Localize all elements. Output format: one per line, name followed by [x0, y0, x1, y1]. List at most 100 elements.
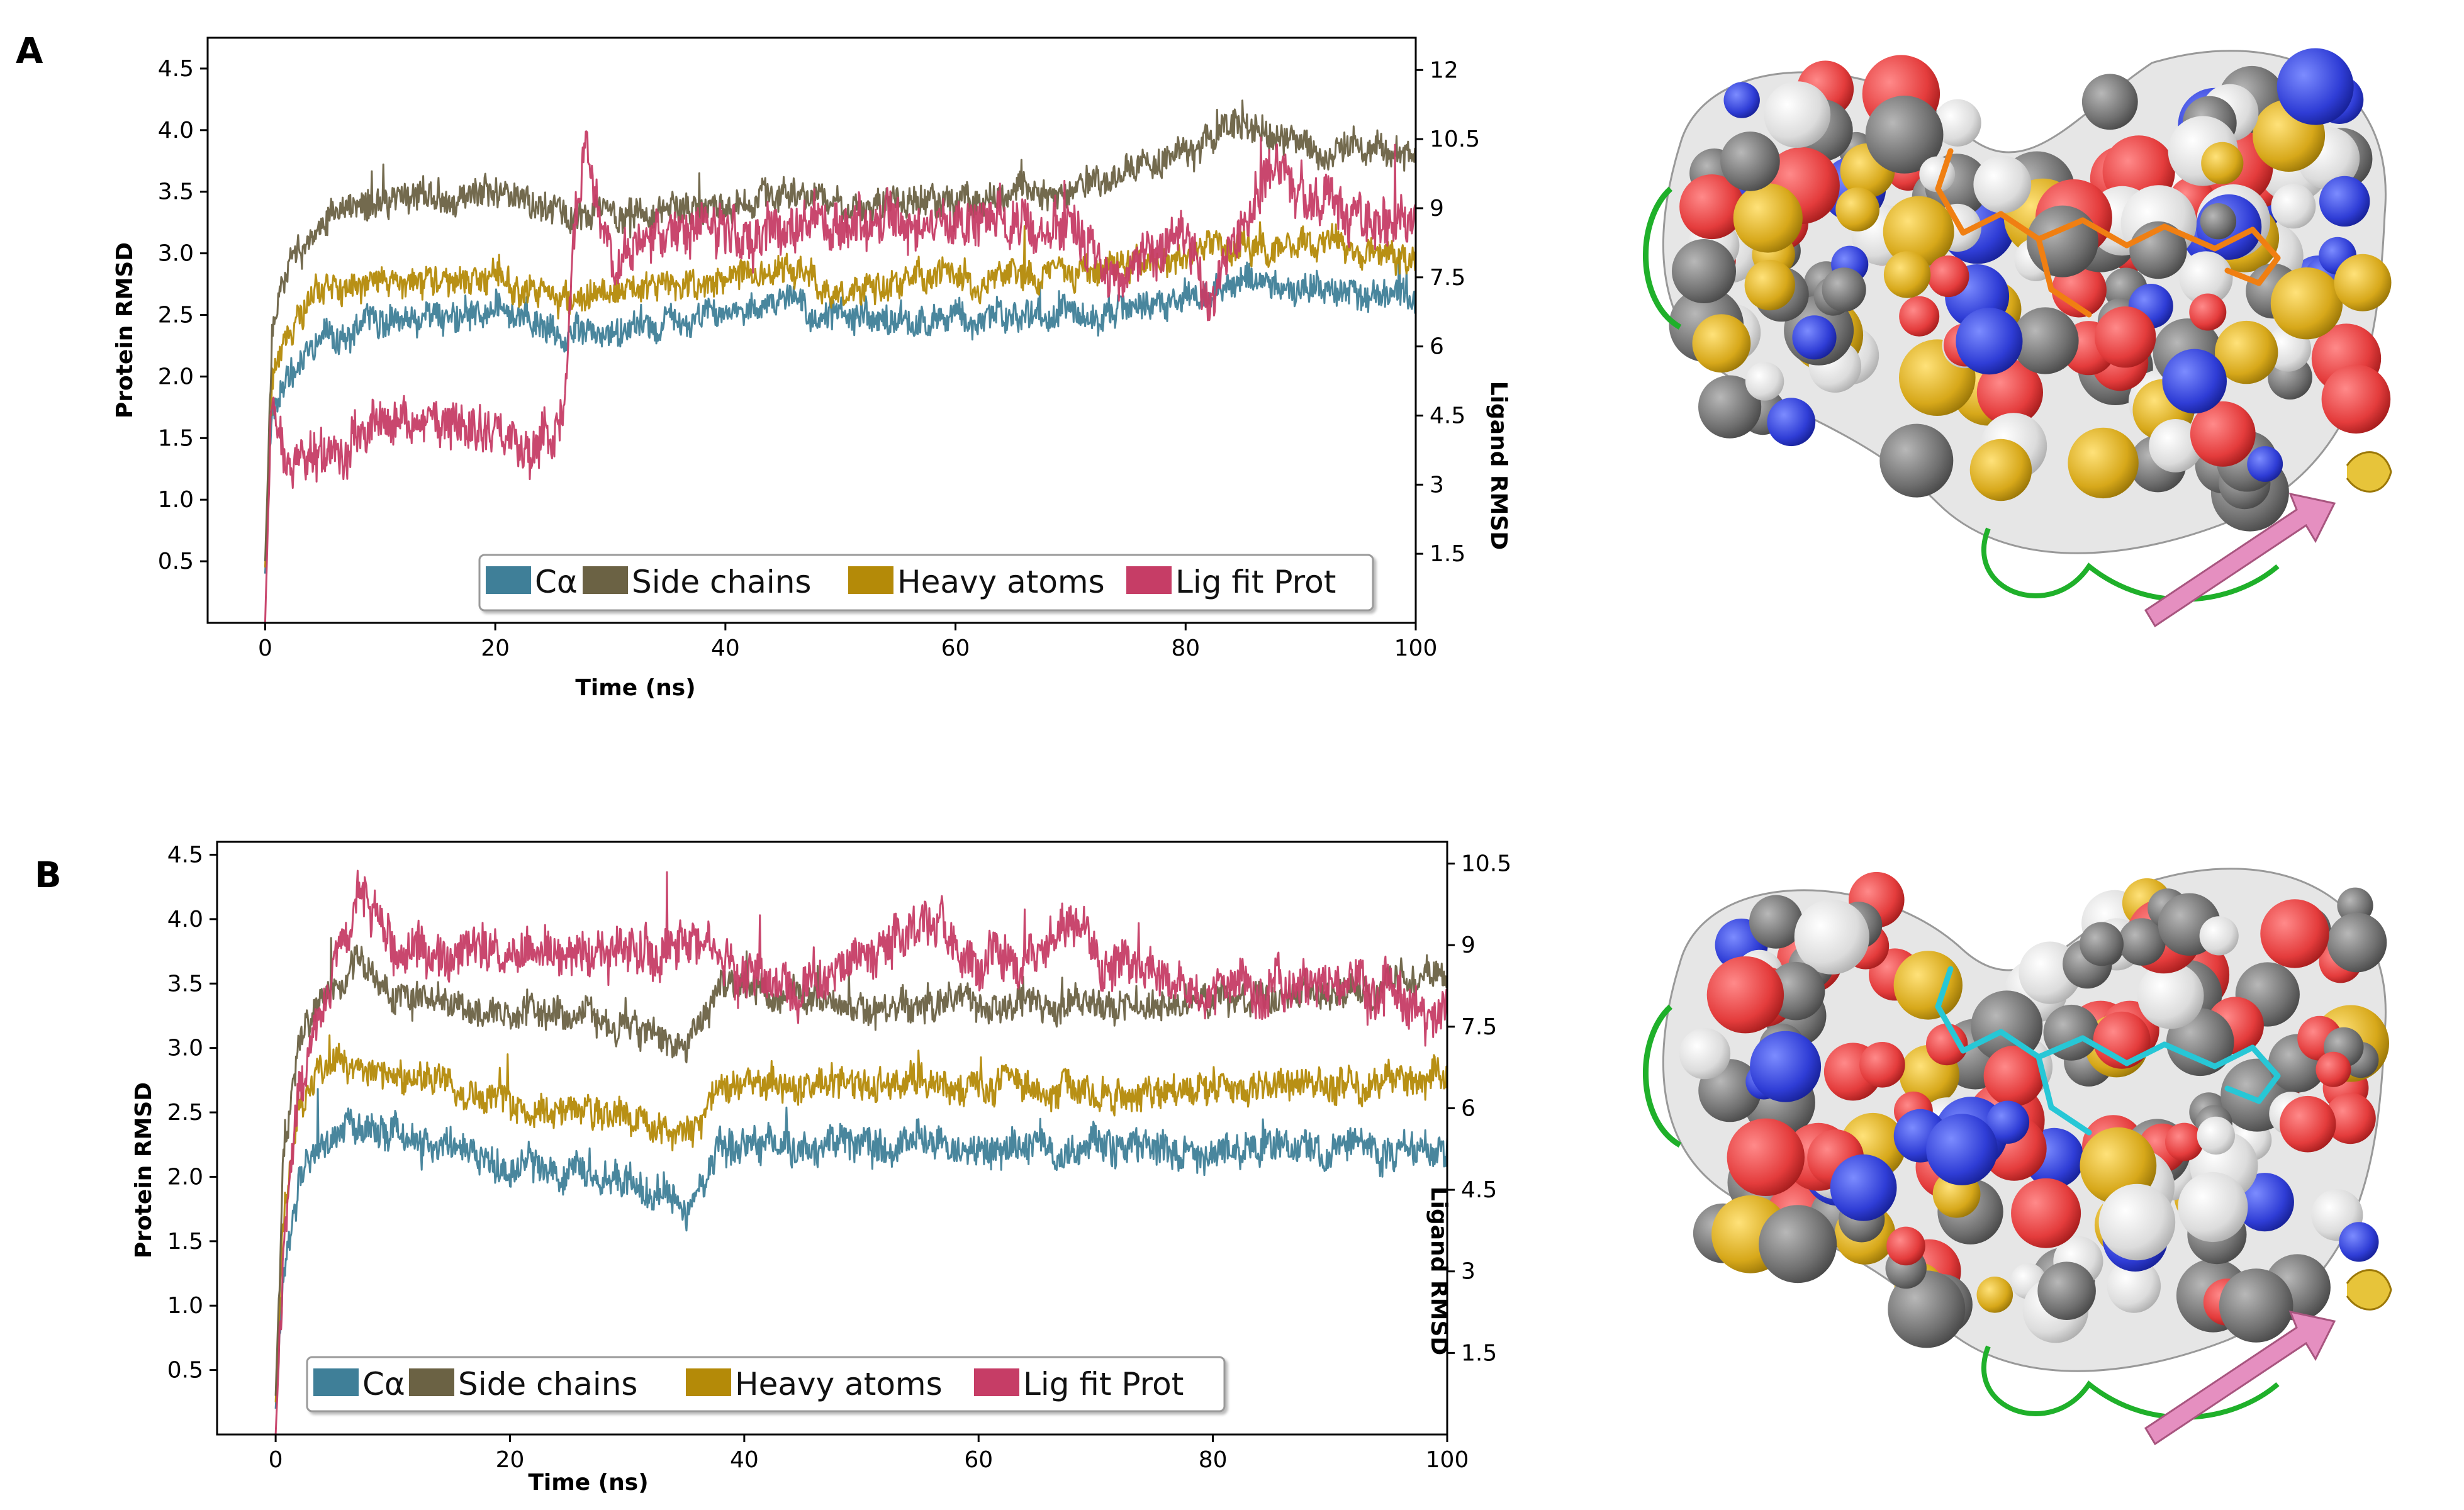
surface-atom [2339, 1222, 2379, 1262]
plot-a-series-lig-fit-prot [264, 130, 1417, 624]
surface-atom [2178, 1172, 2248, 1243]
ribbon-loop-left [1642, 1004, 1682, 1148]
ligand-bond [2161, 1041, 2218, 1070]
ligand-bond [2080, 1035, 2130, 1066]
plot-a-legend: Cα Side chains Heavy atoms Lig fit Prot [478, 554, 1374, 612]
surface-atom [2149, 419, 2203, 473]
surface-atom [1893, 951, 1963, 1020]
plot-b-xtick-label: 0 [269, 1447, 283, 1473]
surface-atom [1727, 1118, 1805, 1197]
surface-atom [1886, 1226, 1925, 1266]
ligand-bond [2036, 217, 2086, 242]
surface-atom [1744, 259, 1795, 311]
plot-b-series-side-chains [274, 937, 1448, 1396]
plot-b-y2tick-label: 10.5 [1461, 851, 1511, 877]
rmsd-plot-b: 0 20 40 60 80 100 0.5 1.0 1.5 2.0 2.5 3.0 3.5 4.0 4.5 1… [131, 841, 1511, 1496]
plot-b-series-heavy-atoms [274, 1034, 1448, 1402]
ligand-bond [1935, 148, 1954, 192]
surface-atom [1835, 187, 1880, 232]
panel-a-letter: A [16, 31, 43, 72]
ligand-bond [2036, 1035, 2086, 1060]
plot-b-legend-label-calpha: Cα [362, 1366, 405, 1402]
surface-atom [2260, 899, 2329, 968]
plot-a-xtick-label: 0 [258, 635, 272, 661]
plot-a-ytick-label: 4.5 [158, 56, 194, 82]
surface-atom [2200, 203, 2237, 240]
surface-atom [1976, 359, 2043, 426]
plot-a-legend-label-heavy-atoms: Heavy atoms [897, 564, 1105, 600]
surface-atom [1934, 99, 1981, 147]
surface-atom [1926, 1114, 1998, 1185]
surface-atom [1767, 398, 1816, 447]
surface-atom [1672, 239, 1736, 303]
surface-atom [1888, 1270, 1966, 1348]
surface-atom [2215, 320, 2278, 384]
plot-b-y2tick-label: 7.5 [1461, 1014, 1497, 1040]
plot-a-y2tick-label: 10.5 [1430, 126, 1480, 152]
ligand-bond [2224, 1085, 2262, 1104]
plot-a-y2tick-label: 1.5 [1430, 541, 1465, 567]
surface-atom [2080, 922, 2124, 966]
surface-atom [1956, 308, 2023, 375]
plot-a-ytick-label: 0.5 [158, 549, 194, 574]
surface-atom [2219, 1268, 2293, 1343]
surface-atom [1679, 1027, 1731, 1080]
surface-atom [2098, 1183, 2176, 1261]
surface-atom [1720, 131, 1780, 191]
plot-a-series-side-chains [264, 99, 1417, 562]
plot-a-ytick-label: 4.0 [158, 118, 194, 143]
ligand-bond [2124, 1041, 2168, 1066]
surface-atom [1969, 439, 2032, 501]
ligand-bond [2249, 1044, 2281, 1079]
plot-b-xtick-label: 100 [1426, 1447, 1469, 1473]
plot-b-series [274, 870, 1448, 1435]
plot-a-ytick-label: 2.0 [158, 364, 194, 389]
surface-atom [2235, 1173, 2294, 1232]
panel-b-letter: B [35, 855, 62, 896]
plot-b-ylabel: Protein RMSD [131, 1082, 157, 1258]
plot-a-xtick-label: 80 [1171, 635, 1200, 661]
surface-atom [2199, 916, 2239, 956]
surface-atom [1899, 296, 1940, 337]
plot-b-ytick-label: 2.5 [167, 1100, 203, 1126]
plot-a-legend-swatch-heavy-atoms [848, 566, 893, 594]
surface-atom [2012, 307, 2079, 374]
surface-atom [1750, 1031, 1822, 1102]
plot-b-ytick-label: 0.5 [167, 1358, 203, 1384]
rmsd-plot-a: 0 20 40 60 80 100 0.5 1.0 1.5 2.0 2.5 3.0 3.5 4.0 4.5 1… [112, 36, 1511, 701]
plot-a-series [264, 99, 1417, 624]
plot-b-ticks: 0 20 40 60 80 100 0.5 1.0 1.5 2.0 2.5 3.0 3.5 4.0 4.5 1… [167, 842, 1511, 1473]
surface-atom [1759, 1205, 1837, 1284]
surface-atom [2321, 364, 2391, 434]
plot-b-ytick-label: 3.5 [167, 971, 203, 997]
surface-atom [2107, 1259, 2161, 1313]
plot-b-frame [216, 841, 1448, 1436]
surface-atom [2316, 1051, 2351, 1087]
surface-atom [2334, 254, 2392, 311]
ligand-bond [1960, 1029, 2004, 1054]
surface-atom [1692, 314, 1751, 373]
ribbon-loop-bottom [1981, 1345, 2280, 1420]
ligand-bond [2256, 1073, 2281, 1104]
plot-b-y2tick-label: 3 [1461, 1259, 1476, 1285]
surface-atom [2081, 74, 2138, 130]
surface-atom [2279, 1095, 2336, 1153]
plot-a-frame [206, 36, 1417, 624]
plot-a-series-heavy-atoms [264, 221, 1417, 568]
plot-a-ytick-label: 2.5 [158, 303, 194, 328]
plot-b-ytick-label: 3.0 [167, 1036, 203, 1061]
surface-atom [1927, 255, 1969, 298]
surface-atom [2068, 427, 2139, 499]
surface-atom [1830, 1154, 1897, 1221]
ligand-bond [1935, 966, 1954, 1010]
surface-atom [1733, 183, 1803, 253]
surface-atom [1983, 1046, 2045, 1107]
surface-atom [2201, 142, 2244, 184]
surface-atom [2270, 267, 2343, 340]
surface-atom [1822, 267, 1866, 312]
plot-a-legend-swatch-calpha [486, 566, 531, 594]
beta-strand-arrow [2144, 492, 2336, 628]
plot-a-legend-label-calpha: Cα [535, 564, 578, 600]
plot-b-series-calpha [274, 1088, 1448, 1409]
